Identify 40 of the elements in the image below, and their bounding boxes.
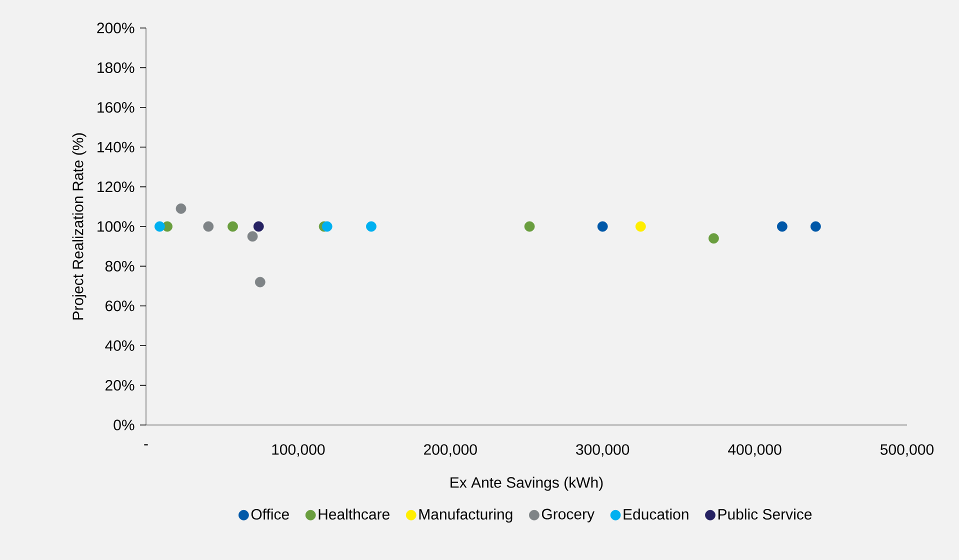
point (247, 231, 258, 242)
x-tick-label: - (144, 444, 148, 446)
point (253, 221, 264, 232)
y-tick-label: 140% (98, 142, 134, 152)
point (254, 276, 266, 288)
point (366, 221, 376, 232)
legend-label: Office (251, 508, 289, 520)
point (635, 221, 646, 232)
point (524, 221, 535, 232)
legend-label: Manufacturing (419, 508, 512, 523)
point (203, 221, 214, 232)
y-tick-label: 20% (106, 380, 134, 391)
y-tick-label: 100% (98, 221, 134, 232)
y-tick-label: 0% (114, 420, 134, 430)
x-tick-label: 100,000 (272, 444, 325, 457)
x-tick-label: 300,000 (576, 444, 630, 457)
y-axis-title: Project Realization Rate (%) (72, 133, 86, 320)
point (810, 221, 821, 232)
legend-label: Public Service (718, 508, 812, 520)
legend-label: Education (624, 508, 688, 520)
x-tick-label: 500,000 (880, 444, 934, 457)
point (228, 221, 238, 232)
legend-label: Grocery (542, 508, 595, 522)
y-tick-label: 80% (105, 260, 134, 272)
point (597, 221, 608, 232)
y-tick-label: 160% (98, 102, 134, 113)
y-tick-label: 120% (98, 181, 134, 192)
y-tick-label: 60% (106, 300, 134, 312)
point (322, 221, 332, 232)
point (708, 233, 719, 244)
x-axis-title: Ex Ante Savings (kWh) (450, 476, 603, 491)
x-tick-label: 200,000 (424, 444, 477, 457)
y-tick-label: 40% (105, 340, 134, 351)
y-tick-label: 180% (98, 62, 134, 74)
x-tick-label: 400,000 (728, 444, 782, 457)
legend-label: Healthcare (318, 508, 390, 520)
point (176, 203, 186, 214)
point (154, 221, 165, 232)
point (777, 221, 788, 232)
y-tick-label: 200% (97, 22, 134, 34)
